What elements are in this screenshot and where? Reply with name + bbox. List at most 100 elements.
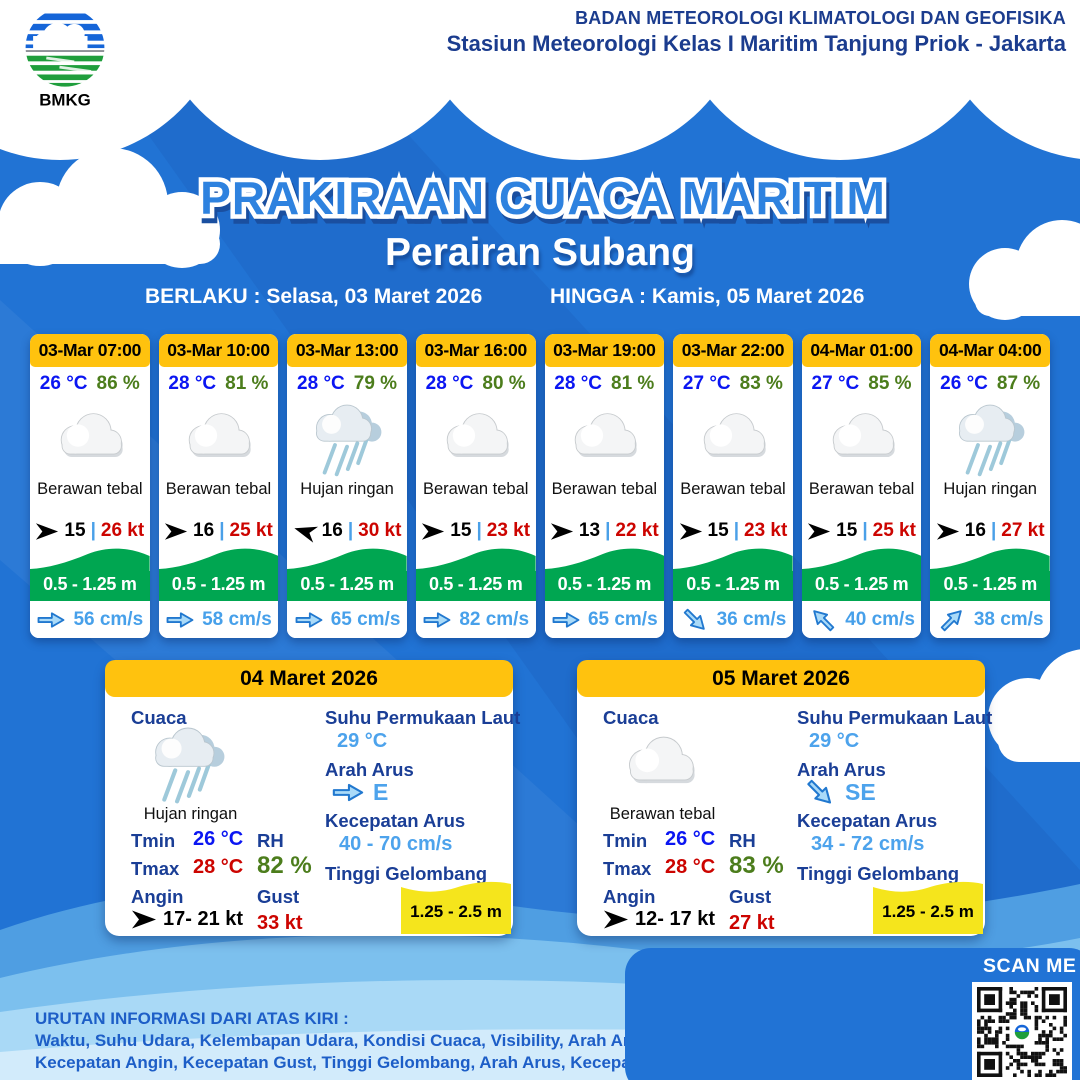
daily-wind-row: 17- 21 kt <box>131 908 243 931</box>
current-direction-icon <box>800 772 840 812</box>
air-temperature: 27 °C <box>811 373 860 394</box>
wind-row: 16 | 30 kt <box>287 520 407 547</box>
current-speed: 40 cm/s <box>845 608 915 630</box>
wind-speed-min: 15 <box>707 520 729 541</box>
current-direction-icon <box>36 610 66 630</box>
weather-icon <box>433 399 519 479</box>
wind-row: 16 | 25 kt <box>159 520 279 547</box>
weather-condition: Berawan tebal <box>680 480 786 498</box>
current-speed: 56 cm/s <box>73 608 144 630</box>
main-title: PRAKIRAAN CUACA MARITIM PRAKIRAAN CUACA … <box>196 168 893 234</box>
weather-icon-box <box>930 398 1050 480</box>
cuaca-label: Cuaca <box>603 707 659 728</box>
forecast-time: 04-Mar 01:00 <box>801 334 922 367</box>
valid-from-label: BERLAKU : <box>145 285 261 308</box>
wave-crest-graphic <box>801 548 922 571</box>
current-speed: 82 cm/s <box>459 608 530 630</box>
wind-separator: | <box>219 520 225 541</box>
sst-label: Suhu Permukaan Laut <box>797 707 993 728</box>
wave-crest-graphic <box>415 548 536 571</box>
wind-speed-max: 27 kt <box>1001 520 1045 541</box>
daily-wind-row: 12- 17 kt <box>603 908 715 931</box>
current-speed: 65 cm/s <box>587 608 658 630</box>
arah-arus-label: Arah Arus <box>325 759 414 780</box>
wind-speed-max: 25 kt <box>872 520 916 541</box>
daily-weather-icon <box>607 723 713 805</box>
station-name: Stasiun Meteorologi Kelas I Maritim Tanj… <box>446 31 1066 56</box>
current-row: 58 cm/s <box>158 601 279 638</box>
tmax-value: 28 °C <box>193 856 244 878</box>
current-direction-value: SE <box>845 779 876 805</box>
wind-speed-max: 23 kt <box>744 520 788 541</box>
temp-humidity-row: 27 °C 85 % <box>802 367 922 398</box>
temp-humidity-row: 26 °C 86 % <box>30 367 150 398</box>
wind-direction-icon <box>131 909 157 930</box>
wave-height: 0.5 - 1.25 m <box>287 571 407 601</box>
gust-label: Gust <box>257 886 300 907</box>
footer-info: URUTAN INFORMASI DARI ATAS KIRI : Waktu,… <box>35 1008 699 1074</box>
wind-row: 15 | 23 kt <box>416 520 536 547</box>
current-row: 36 cm/s <box>673 601 793 638</box>
valid-to-label: HINGGA : <box>550 285 647 308</box>
qr-code <box>972 982 1072 1080</box>
weather-condition: Berawan tebal <box>808 480 915 498</box>
wind-row: 16 | 27 kt <box>930 520 1050 547</box>
tmin-label: Tmin <box>131 830 176 851</box>
current-direction-icon <box>165 610 195 630</box>
daily-date: 04 Maret 2026 <box>105 660 513 697</box>
forecast-time: 03-Mar 10:00 <box>158 334 279 367</box>
cuaca-label: Cuaca <box>131 707 187 728</box>
daily-wave-height: 1.25 - 2.5 m <box>873 895 983 934</box>
current-direction-icon <box>677 602 712 637</box>
daily-current-direction: E <box>331 779 388 806</box>
current-direction-icon <box>806 602 841 637</box>
valid-to-value: Kamis, 05 Maret 2026 <box>651 285 865 308</box>
wind-separator: | <box>605 520 611 541</box>
wind-direction-icon <box>35 522 59 541</box>
weather-icon <box>304 399 390 479</box>
weather-icon <box>47 399 133 479</box>
yellow-wave-crest <box>873 881 983 895</box>
forecast-time: 03-Mar 07:00 <box>30 334 150 367</box>
daily-condition: Berawan tebal <box>609 805 716 823</box>
qr-code-graphic <box>977 987 1067 1077</box>
wind-separator: | <box>90 520 96 541</box>
air-temperature: 28 °C <box>554 373 603 394</box>
wave-height-box: 1.25 - 2.5 m <box>873 879 983 934</box>
rh-value: 83 % <box>729 852 784 879</box>
temp-humidity-row: 26 °C 87 % <box>930 367 1050 398</box>
weather-condition: Hujan ringan <box>300 480 394 498</box>
tinggi-gelombang-label: Tinggi Gelombang <box>325 863 488 884</box>
current-row: 38 cm/s <box>930 601 1050 638</box>
yellow-wave-crest <box>401 881 511 895</box>
weather-condition: Berawan tebal <box>165 480 272 498</box>
wave-crest-graphic <box>930 548 1050 571</box>
wind-direction-icon <box>421 522 445 541</box>
humidity: 86 % <box>96 373 140 394</box>
current-row: 65 cm/s <box>287 601 407 638</box>
current-row: 40 cm/s <box>801 601 922 638</box>
wind-direction-icon <box>164 522 188 541</box>
org-header: BADAN METEOROLOGI KLIMATOLOGI DAN GEOFIS… <box>447 8 1066 57</box>
daily-wind-range: 17- 21 kt <box>163 908 244 930</box>
hourly-forecast-card: 03-Mar 22:00 27 °C 83 % Berawan tebal 15… <box>673 334 793 638</box>
temp-humidity-row: 28 °C 80 % <box>416 367 536 398</box>
humidity: 85 % <box>868 373 912 394</box>
current-direction-icon <box>422 610 452 630</box>
hourly-forecast-card: 04-Mar 01:00 27 °C 85 % Berawan tebal 15… <box>801 334 922 638</box>
wave-crest-graphic <box>287 548 407 571</box>
weather-icon-box <box>416 398 536 480</box>
daily-condition: Hujan ringan <box>143 805 238 823</box>
air-temperature: 26 °C <box>940 373 988 394</box>
kecepatan-arus-label: Kecepatan Arus <box>797 810 938 831</box>
sst-value: 29 °C <box>809 730 860 752</box>
tmax-label: Tmax <box>603 858 652 879</box>
weather-condition: Berawan tebal <box>422 480 529 498</box>
wind-row: 15 | 23 kt <box>673 520 793 547</box>
wind-speed-min: 16 <box>193 520 215 541</box>
hourly-forecast-card: 03-Mar 13:00 28 °C 79 % Hujan ringan 16 … <box>287 334 407 638</box>
tmin-value: 26 °C <box>193 828 244 850</box>
area-title: Perairan Subang <box>385 231 695 274</box>
wind-speed-max: 26 kt <box>100 520 145 541</box>
